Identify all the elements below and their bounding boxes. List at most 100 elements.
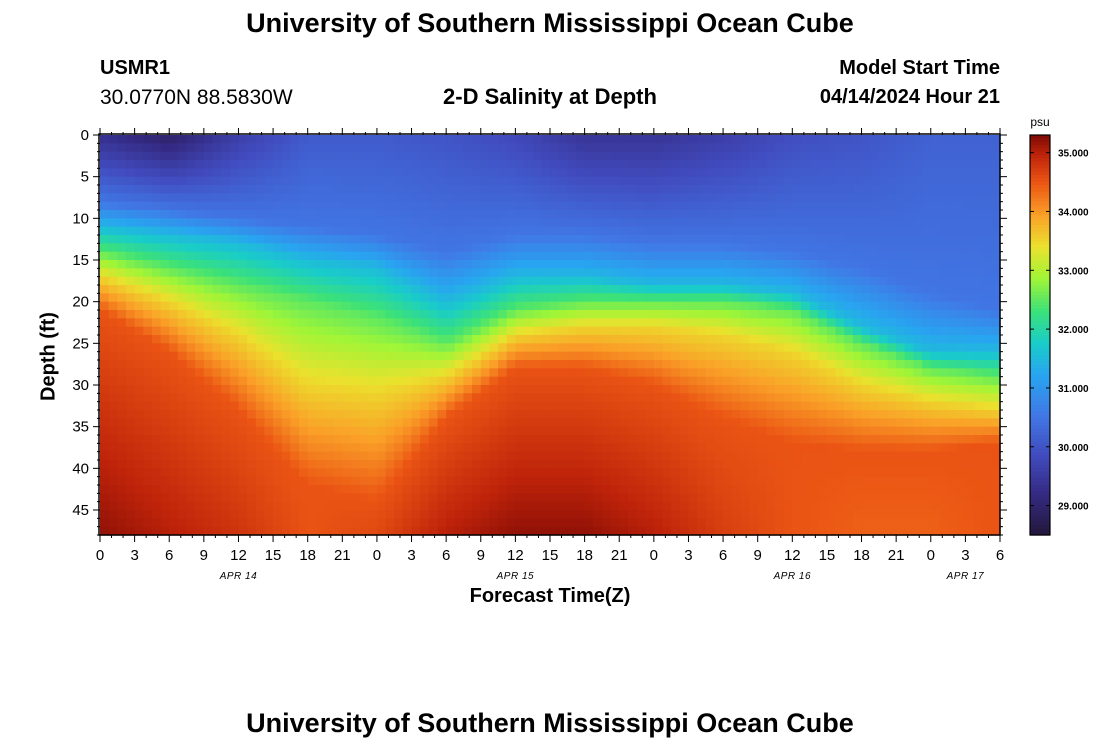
heatmap-cell bbox=[437, 318, 447, 328]
heatmap-cell bbox=[740, 501, 750, 511]
heatmap-cell bbox=[385, 401, 395, 411]
heatmap-cell bbox=[169, 451, 179, 461]
heatmap-cell bbox=[705, 510, 716, 519]
heatmap-cell bbox=[524, 385, 534, 394]
heatmap-cell bbox=[601, 468, 612, 478]
heatmap-cell bbox=[783, 376, 793, 386]
heatmap-cell bbox=[108, 151, 118, 161]
heatmap-cell bbox=[636, 326, 646, 336]
heatmap-cell bbox=[506, 185, 516, 194]
heatmap-cell bbox=[809, 368, 819, 378]
heatmap-cell bbox=[904, 485, 915, 494]
heatmap-cell bbox=[601, 418, 612, 428]
heatmap-cell bbox=[203, 485, 214, 494]
heatmap-cell bbox=[281, 226, 291, 236]
heatmap-cell bbox=[506, 493, 516, 503]
heatmap-cell bbox=[316, 476, 326, 486]
heatmap-cell bbox=[705, 401, 716, 411]
heatmap-cell bbox=[982, 468, 992, 478]
heatmap-cell bbox=[870, 351, 880, 361]
heatmap-cell bbox=[896, 243, 906, 253]
heatmap-cell bbox=[575, 176, 586, 186]
heatmap-cell bbox=[238, 160, 248, 169]
heatmap-cell bbox=[870, 218, 880, 228]
heatmap-cell bbox=[601, 401, 612, 411]
heatmap-cell bbox=[299, 168, 309, 178]
heatmap-cell bbox=[809, 218, 819, 228]
heatmap-cell bbox=[333, 301, 343, 311]
heatmap-cell bbox=[454, 151, 465, 161]
heatmap-cell bbox=[307, 418, 317, 428]
heatmap-cell bbox=[247, 501, 257, 511]
heatmap-cell bbox=[264, 260, 274, 269]
heatmap-cell bbox=[904, 418, 915, 428]
heatmap-cell bbox=[991, 485, 1001, 494]
heatmap-cell bbox=[143, 193, 153, 203]
heatmap-cell bbox=[766, 510, 776, 519]
heatmap-cell bbox=[558, 151, 568, 161]
heatmap-cell bbox=[498, 351, 508, 361]
heatmap-cell bbox=[783, 176, 793, 186]
heatmap-cell bbox=[203, 435, 214, 444]
heatmap-cell bbox=[731, 376, 741, 386]
heatmap-cell bbox=[922, 443, 932, 453]
heatmap-cell bbox=[792, 460, 802, 469]
heatmap-cell bbox=[861, 468, 871, 478]
heatmap-cell bbox=[524, 443, 534, 453]
heatmap-cell bbox=[679, 235, 690, 244]
heatmap-cell bbox=[290, 168, 300, 178]
heatmap-cell bbox=[965, 501, 975, 511]
heatmap-cell bbox=[956, 201, 966, 211]
heatmap-cell bbox=[506, 460, 516, 469]
heatmap-cell bbox=[723, 360, 733, 369]
heatmap-cell bbox=[350, 468, 361, 478]
heatmap-cell bbox=[221, 418, 231, 428]
heatmap-cell bbox=[627, 435, 638, 444]
heatmap-cell bbox=[610, 168, 620, 178]
heatmap-cell bbox=[645, 468, 655, 478]
heatmap-cell bbox=[506, 218, 516, 228]
heatmap-cell bbox=[749, 143, 759, 153]
heatmap-cell bbox=[619, 143, 629, 153]
heatmap-cell bbox=[290, 451, 300, 461]
heatmap-cell bbox=[584, 268, 594, 278]
heatmap-cell bbox=[930, 376, 941, 386]
heatmap-cell bbox=[852, 226, 863, 236]
heatmap-cell bbox=[238, 326, 248, 336]
heatmap-cell bbox=[307, 176, 317, 186]
heatmap-cell bbox=[800, 485, 811, 494]
heatmap-cell bbox=[965, 260, 975, 269]
heatmap-cell bbox=[238, 251, 248, 261]
heatmap-cell bbox=[982, 235, 992, 244]
heatmap-cell bbox=[411, 285, 421, 294]
heatmap-cell bbox=[870, 251, 880, 261]
heatmap-cell bbox=[454, 401, 465, 411]
heatmap-cell bbox=[809, 443, 819, 453]
heatmap-cell bbox=[593, 143, 603, 153]
heatmap-cell bbox=[117, 143, 127, 153]
heatmap-cell bbox=[991, 468, 1001, 478]
heatmap-cell bbox=[532, 310, 542, 319]
heatmap-cell bbox=[255, 501, 266, 511]
heatmap-cell bbox=[273, 443, 283, 453]
heatmap-cell bbox=[775, 218, 785, 228]
heatmap-cell bbox=[273, 343, 283, 353]
heatmap-cell bbox=[524, 410, 534, 419]
heatmap-cell bbox=[532, 510, 542, 519]
heatmap-cell bbox=[498, 326, 508, 336]
heatmap-cell bbox=[221, 443, 231, 453]
heatmap-cell bbox=[567, 485, 577, 494]
heatmap-cell bbox=[394, 401, 404, 411]
heatmap-cell bbox=[212, 235, 222, 244]
heatmap-cell bbox=[645, 435, 655, 444]
heatmap-cell bbox=[151, 251, 162, 261]
heatmap-cell bbox=[333, 443, 343, 453]
heatmap-cell bbox=[749, 201, 759, 211]
heatmap-cell bbox=[506, 485, 516, 494]
heatmap-cell bbox=[930, 318, 941, 328]
heatmap-cell bbox=[939, 526, 949, 536]
heatmap-cell bbox=[385, 518, 395, 528]
heatmap-cell bbox=[697, 368, 707, 378]
heatmap-cell bbox=[714, 251, 724, 261]
heatmap-cell bbox=[368, 135, 378, 144]
